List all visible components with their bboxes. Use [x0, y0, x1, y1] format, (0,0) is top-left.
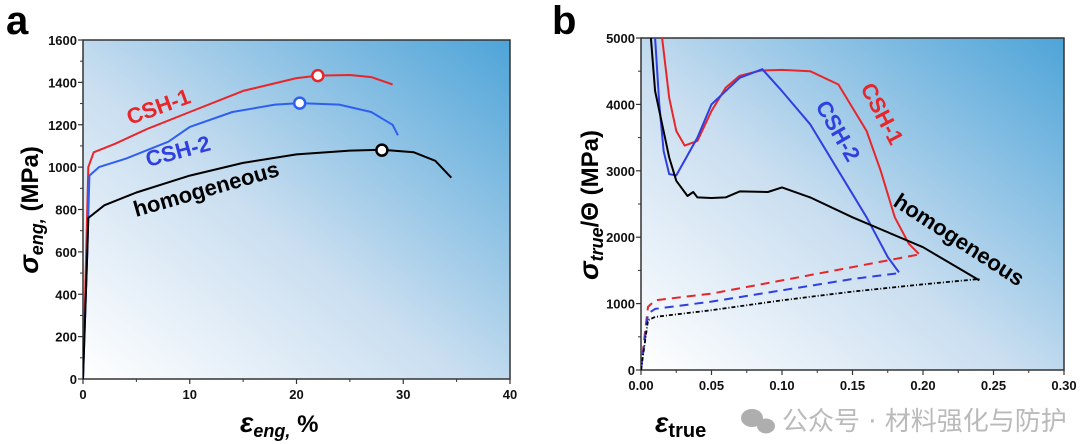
x-tick-label: 30 [396, 387, 410, 402]
y-tick-label: 3000 [606, 164, 635, 179]
y-tick-label: 1000 [48, 160, 77, 175]
x-tick-label: 40 [503, 387, 517, 402]
panel-label-b: b [552, 0, 576, 43]
series-csh-1-stress [641, 253, 919, 370]
y-tick-label: 0 [628, 363, 635, 378]
x-tick-label: 0.30 [1051, 378, 1076, 393]
wechat-icon [741, 409, 763, 427]
chart-b: 0.00 0.05 0.10 0.15 0.20 0.25 0.30 0 1000 2000 300… [606, 31, 1077, 393]
y-tick-label: 1200 [48, 118, 77, 133]
series-homogeneous-theta [649, 38, 980, 282]
y-tick-label: 200 [55, 330, 77, 345]
y-tick-label: 600 [55, 245, 77, 260]
x-tick-label: 0.15 [840, 378, 865, 393]
x-tick-label: 0.25 [981, 378, 1006, 393]
y-tick-label: 0 [70, 372, 77, 387]
y-axis-title-b: σtrue/Θ (MPa) [573, 130, 607, 280]
x-tick-label: 0.10 [769, 378, 794, 393]
x-tick-label: 10 [183, 387, 197, 402]
uts-marker-homogeneous [375, 143, 389, 157]
series-csh-2-theta [654, 38, 900, 273]
y-tick-label: 1000 [606, 297, 635, 312]
y-tick-label: 400 [55, 287, 77, 302]
watermark: 公众号 · 材料强化与防护 [741, 407, 1067, 437]
x-tick-label: 0.00 [628, 378, 653, 393]
y-tick-label: 2000 [606, 230, 635, 245]
x-tick-label: 0.05 [699, 378, 724, 393]
plot-area [640, 37, 1065, 371]
plot-area [82, 39, 511, 380]
panel-label-a: a [6, 0, 29, 43]
x-axis-title-a: εeng, % [240, 407, 318, 441]
y-tick-label: 1600 [48, 33, 77, 48]
uts-marker-csh-2 [292, 96, 307, 110]
uts-marker-csh-1 [311, 68, 325, 83]
y-tick-label: 4000 [606, 97, 635, 112]
x-tick-label: 0.20 [910, 378, 935, 393]
series-csh-2 [83, 102, 399, 379]
y-tick-label: 1400 [48, 75, 77, 90]
y-tick-label: 5000 [606, 31, 635, 46]
series-csh-1 [83, 74, 393, 379]
y-tick-label: 800 [55, 203, 77, 218]
x-axis-title-b: εtrue [655, 407, 706, 442]
series-csh-2-stress [641, 272, 900, 370]
x-tick-label: 0 [79, 387, 86, 402]
y-axis-title-a: σeng, (MPa) [13, 146, 47, 274]
watermark-text: 公众号 · 材料强化与防护 [782, 407, 1067, 437]
series-homogeneous-stress [641, 278, 980, 370]
x-tick-label: 20 [289, 387, 303, 402]
series-homogeneous [83, 148, 453, 379]
